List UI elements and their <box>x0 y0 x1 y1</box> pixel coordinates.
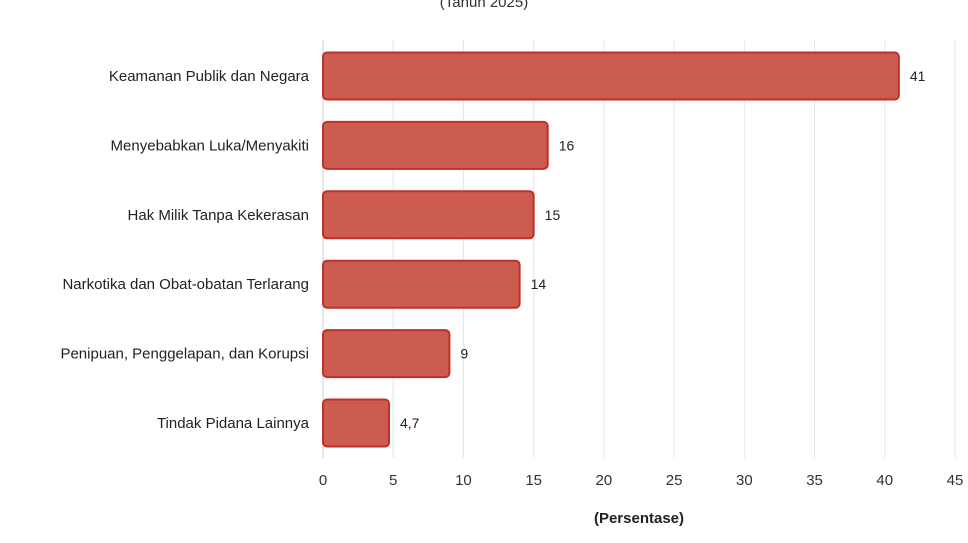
chart-subtitle: (Tahun 2025) <box>439 0 529 11</box>
value-label: 16 <box>559 137 575 153</box>
x-tick-label: 15 <box>525 472 542 489</box>
x-tick-label: 10 <box>455 472 472 489</box>
category-label: Tindak Pidana Lainnya <box>157 415 310 432</box>
value-label: 14 <box>531 276 547 292</box>
category-label: Narkotika dan Obat-obatan Terlarang <box>62 276 309 293</box>
x-tick-label: 25 <box>666 472 683 489</box>
category-label: Penipuan, Penggelapan, dan Korupsi <box>60 346 309 363</box>
bars <box>322 51 900 448</box>
bar <box>322 51 900 101</box>
bar <box>322 190 535 240</box>
bar <box>322 398 391 448</box>
bar <box>322 259 521 309</box>
x-tick-label: 45 <box>947 472 964 489</box>
x-axis-title: (Persentase) <box>594 510 684 527</box>
x-tick-label: 0 <box>319 472 327 489</box>
x-tick-label: 5 <box>389 472 397 489</box>
value-labels: 41 16 15 14 9 4,7 <box>400 68 926 431</box>
x-tick-label: 20 <box>596 472 613 489</box>
x-tick-label: 35 <box>806 472 823 489</box>
category-label: Hak Milik Tanpa Kekerasan <box>128 207 309 224</box>
x-tick-labels: 0 5 10 15 20 25 30 35 40 45 <box>319 472 964 489</box>
bar <box>322 120 549 170</box>
category-labels: Keamanan Publik dan Negara Menyebabkan Lu… <box>60 68 309 432</box>
category-label: Menyebabkan Luka/Menyakiti <box>111 137 309 154</box>
x-tick-label: 40 <box>876 472 893 489</box>
value-label: 15 <box>545 207 561 223</box>
x-tick-label: 30 <box>736 472 753 489</box>
gridlines <box>392 40 956 458</box>
bar <box>322 329 451 379</box>
category-label: Keamanan Publik dan Negara <box>109 68 310 85</box>
value-label: 41 <box>910 68 926 84</box>
value-label: 9 <box>460 346 468 362</box>
value-label: 4,7 <box>400 415 420 431</box>
